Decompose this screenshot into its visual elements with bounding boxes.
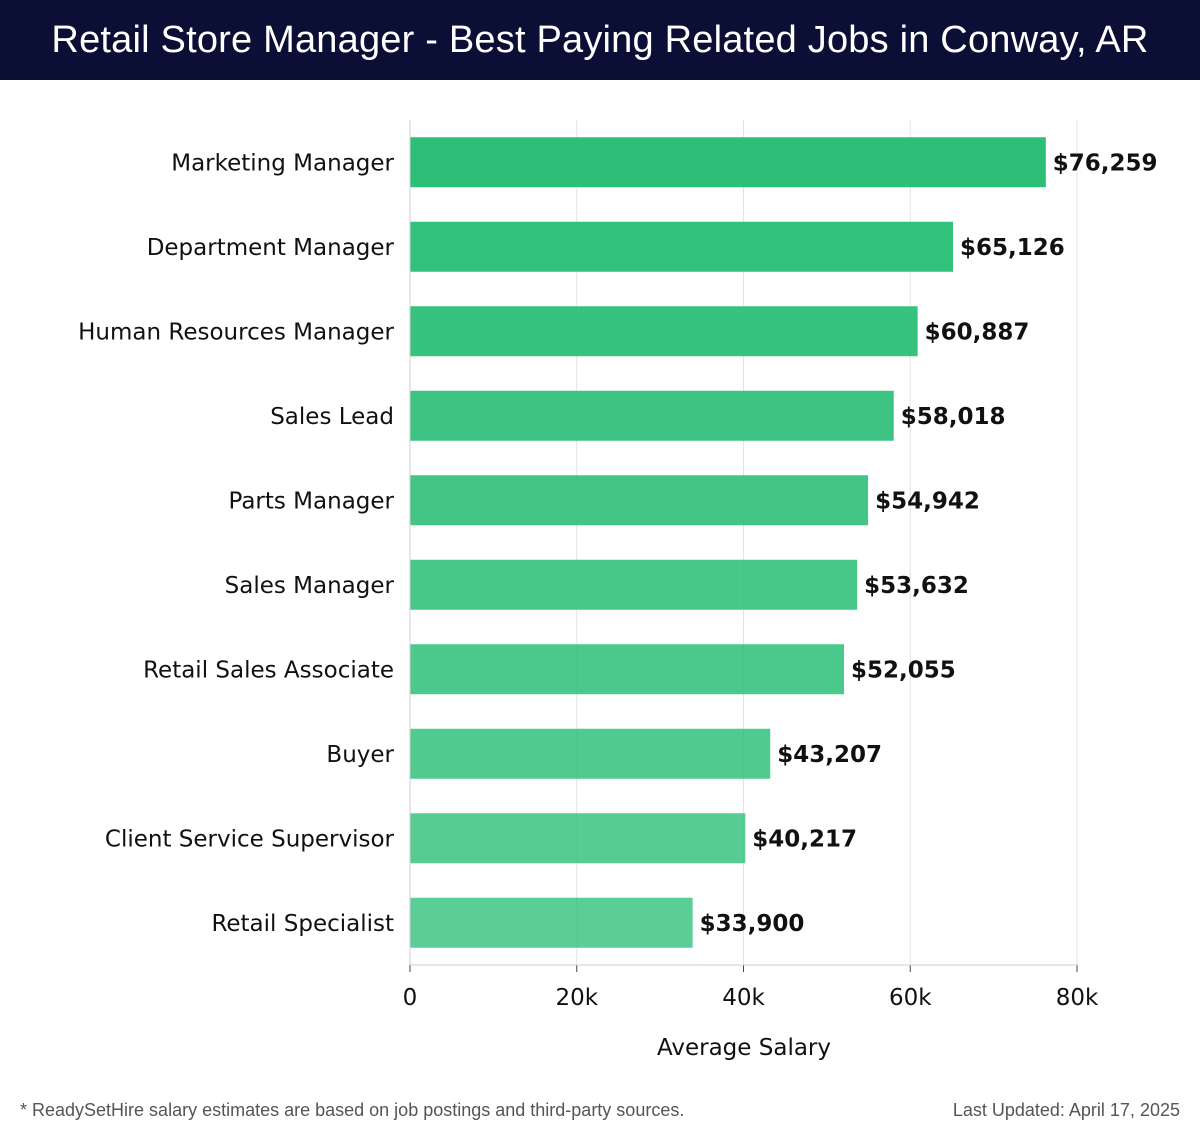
- chart-header: Retail Store Manager - Best Paying Relat…: [0, 0, 1200, 80]
- value-label: $76,259: [1053, 150, 1158, 176]
- bar: [410, 644, 845, 695]
- x-axis: 0 20k 40k 60k 80k: [403, 120, 1099, 1011]
- bar: [410, 306, 918, 357]
- value-label: $60,887: [925, 319, 1030, 345]
- x-tick-label: 80k: [1056, 985, 1099, 1011]
- category-label: Marketing Manager: [171, 150, 394, 176]
- x-tick-label: 20k: [555, 985, 598, 1011]
- footer-note: * ReadySetHire salary estimates are base…: [20, 1100, 685, 1120]
- category-label: Retail Sales Associate: [143, 657, 394, 683]
- value-label: $43,207: [777, 742, 882, 768]
- category-label: Sales Manager: [225, 573, 395, 599]
- bar: [410, 897, 693, 948]
- category-label: Department Manager: [147, 235, 395, 261]
- x-tick-label: 40k: [722, 985, 765, 1011]
- bar: [410, 813, 746, 864]
- last-updated: Last Updated: April 17, 2025: [952, 1100, 1180, 1120]
- value-label: $54,942: [875, 488, 980, 514]
- category-label: Retail Specialist: [211, 911, 394, 937]
- category-label: Sales Lead: [270, 404, 394, 430]
- value-label: $40,217: [752, 826, 857, 852]
- x-tick-label: 60k: [889, 985, 932, 1011]
- bar: [410, 559, 858, 610]
- salary-bar-chart: Marketing Manager Department Manager Human…: [78, 120, 1158, 1061]
- category-label: Client Service Supervisor: [105, 826, 395, 852]
- value-label: $33,900: [700, 911, 805, 937]
- category-labels: Marketing Manager Department Manager Human…: [78, 150, 394, 937]
- bar: [410, 475, 869, 526]
- value-labels: $76,259 $65,126 $60,887 $58,018 $54,942 $53,6…: [700, 150, 1158, 937]
- x-axis-title: Average Salary: [657, 1035, 831, 1061]
- category-label: Human Resources Manager: [78, 319, 394, 345]
- bars: [410, 137, 1046, 948]
- chart-title: Retail Store Manager - Best Paying Relat…: [51, 18, 1149, 61]
- bar: [410, 728, 771, 779]
- bar: [410, 137, 1046, 188]
- value-label: $53,632: [864, 573, 969, 599]
- category-label: Buyer: [326, 742, 394, 768]
- value-label: $65,126: [960, 235, 1065, 261]
- value-label: $58,018: [901, 404, 1006, 430]
- x-tick-label: 0: [403, 985, 418, 1011]
- category-label: Parts Manager: [228, 488, 394, 514]
- bar: [410, 390, 894, 441]
- bar: [410, 221, 953, 272]
- value-label: $52,055: [851, 657, 956, 683]
